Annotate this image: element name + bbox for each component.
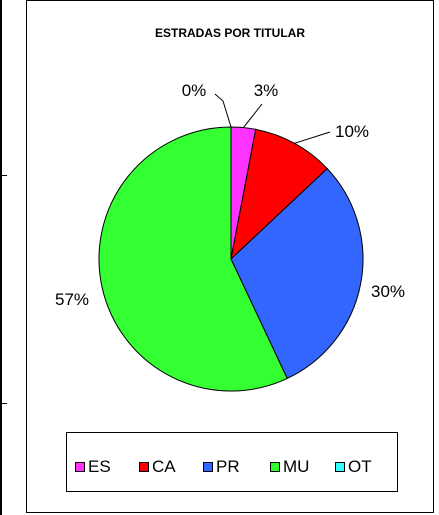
data-label-es: 3% xyxy=(254,81,279,100)
pie-slice-pr xyxy=(230,167,364,380)
legend-label: PR xyxy=(216,457,240,476)
left-border-line xyxy=(0,0,2,515)
legend-item-pr: PR xyxy=(203,457,240,477)
chart-title: ESTRADAS POR TITULAR xyxy=(155,26,305,40)
legend-label: CA xyxy=(152,457,176,476)
pie-slice-mu xyxy=(98,126,288,392)
left-border-tick xyxy=(2,403,7,404)
legend-item-mu: MU xyxy=(270,457,309,477)
legend-swatch xyxy=(270,462,280,472)
data-label-mu: 57% xyxy=(55,290,89,309)
data-label-pr: 30% xyxy=(371,282,405,301)
legend-label: ES xyxy=(88,457,111,476)
legend-label: OT xyxy=(348,457,372,476)
left-border-tick xyxy=(2,175,7,176)
data-label-ot: 0% xyxy=(182,81,207,100)
leader-line xyxy=(243,103,263,128)
pie-slice-ca xyxy=(230,128,328,261)
legend: ES CA PR MU OT xyxy=(66,432,398,492)
legend-swatch xyxy=(139,462,149,472)
legend-swatch xyxy=(203,462,213,472)
legend-swatch xyxy=(335,462,345,472)
legend-swatch xyxy=(75,462,85,472)
leader-line xyxy=(214,93,232,128)
leader-line xyxy=(294,131,331,144)
legend-item-es: ES xyxy=(75,457,111,477)
legend-item-ca: CA xyxy=(139,457,176,477)
legend-item-ot: OT xyxy=(335,457,372,477)
legend-label: MU xyxy=(283,457,310,476)
data-label-ca: 10% xyxy=(335,122,369,141)
